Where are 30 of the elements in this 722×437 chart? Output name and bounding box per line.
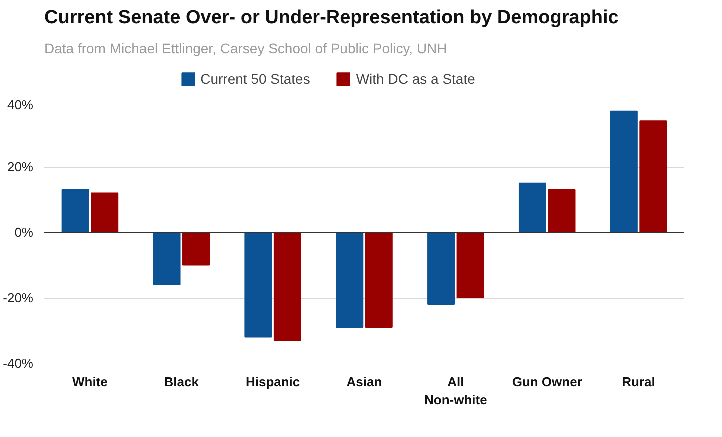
bar [336,232,364,328]
chart-subtitle: Data from Michael Ettlinger, Carsey School of Public Policy, UNH [44,40,448,56]
bar [182,232,210,266]
y-tick-label: 0% [14,225,34,240]
legend-label: Current 50 States [200,71,310,87]
bar [91,192,119,233]
x-tick-label: Hispanic [246,374,300,390]
bar [62,189,90,233]
bar [365,232,393,328]
legend-label: With DC as a State [356,71,476,87]
bar [640,120,668,233]
x-tick-label: Gun Owner [512,374,582,390]
x-tick-label: White [72,374,108,390]
x-tick-label: All Non-white [424,374,488,408]
y-tick-label: 20% [7,160,34,174]
x-tick-label: Rural [622,374,656,390]
chart-title: Current Senate Over- or Under-Representation by Demographic [44,8,620,28]
bar [428,232,456,306]
bar [548,189,576,233]
x-tick-label: Asian [346,374,382,390]
bar [274,232,302,342]
bar [153,232,181,286]
bar [610,110,638,233]
bar [456,232,484,298]
x-tick-label: Black [164,374,200,390]
y-tick-label: -40% [3,356,34,371]
y-tick-label: -20% [3,290,34,306]
bar [518,182,546,233]
y-tick-label: 40% [7,98,34,112]
bar [244,232,272,338]
